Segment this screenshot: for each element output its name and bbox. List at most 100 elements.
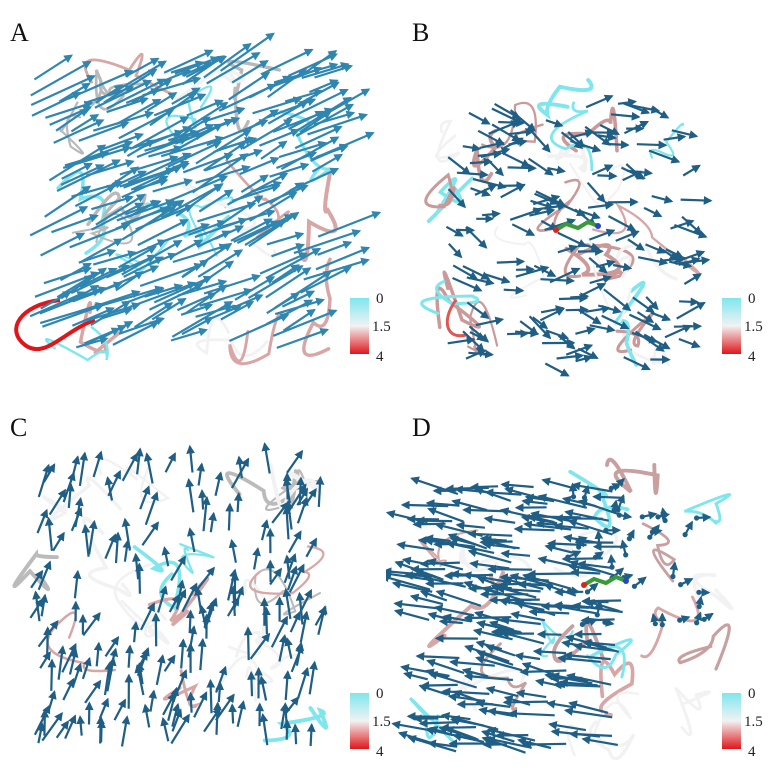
mode-vector-arrow	[603, 288, 632, 312]
mode-vector-arrow	[269, 567, 283, 586]
atom-dot	[662, 517, 668, 524]
mode-vector-group	[29, 32, 382, 349]
mode-vector-arrow	[138, 126, 192, 150]
mode-vector-arrow	[71, 179, 125, 198]
mode-vector-arrow	[627, 238, 645, 251]
scale-mid-label: 1.5	[744, 714, 763, 730]
mode-vector-arrow	[272, 309, 338, 337]
panel-a-color-scale: 0 1.5 4	[350, 292, 394, 372]
mode-vector-arrow	[201, 106, 246, 124]
mode-vector-arrow	[45, 100, 94, 119]
atom-dot	[570, 494, 577, 500]
mode-vector-arrow	[533, 264, 557, 277]
mode-vector-arrow	[495, 584, 541, 594]
mode-vector-arrow	[218, 83, 277, 112]
mode-vector-arrow	[243, 626, 253, 661]
scale-min-label: 0	[748, 686, 756, 702]
mode-vector-arrow	[537, 493, 588, 509]
mode-vector-arrow	[247, 670, 256, 697]
panel-b: B 0 1.5 4	[386, 0, 772, 384]
scale-min-label: 0	[376, 291, 384, 307]
mode-vector-arrow	[435, 589, 482, 607]
mode-vector-group	[565, 477, 714, 628]
mode-vector-arrow	[296, 476, 305, 506]
mode-vector-arrow	[186, 99, 224, 117]
mode-vector-arrow	[195, 129, 252, 165]
mode-vector-arrow	[401, 556, 427, 566]
mode-vector-arrow	[221, 209, 276, 228]
mode-vector-arrow	[93, 641, 103, 667]
mode-vector-arrow	[203, 42, 252, 79]
backbone-tube	[113, 562, 160, 638]
backbone-tube	[424, 172, 456, 209]
mode-vector-arrow	[62, 471, 76, 503]
mode-vector-arrow	[228, 313, 290, 343]
atom-dot	[652, 621, 658, 627]
mode-vector-arrow	[91, 194, 134, 211]
mode-vector-arrow	[463, 672, 513, 682]
mode-vector-arrow	[144, 283, 184, 298]
mode-vector-arrow	[507, 163, 537, 173]
mode-vector-arrow	[70, 264, 130, 295]
mode-vector-arrow	[89, 327, 121, 343]
mode-vector-arrow	[282, 505, 292, 540]
mode-vector-arrow	[509, 207, 543, 221]
mode-vector-arrow	[37, 560, 52, 591]
mode-vector-arrow	[121, 452, 139, 482]
mode-vector-arrow	[167, 129, 199, 142]
mode-vector-group	[386, 476, 626, 754]
mode-vector-arrow	[177, 279, 228, 297]
mode-vector-arrow	[247, 265, 304, 300]
mode-vector-arrow	[485, 685, 519, 698]
mode-vector-arrow	[65, 482, 75, 509]
atom-dot	[575, 537, 581, 544]
mode-vector-arrow	[419, 559, 460, 569]
atom-dot	[677, 617, 683, 623]
mode-vector-arrow	[118, 316, 165, 335]
mode-vector-arrow	[113, 531, 122, 564]
mode-vector-arrow	[135, 562, 144, 594]
mode-vector-arrow	[291, 723, 300, 745]
mode-vector-arrow	[197, 637, 207, 671]
mode-vector-arrow	[599, 124, 620, 136]
mode-vector-arrow	[636, 311, 655, 323]
mode-vector-arrow	[301, 61, 350, 79]
mode-vector-arrow	[556, 351, 585, 361]
panel-a-label: A	[10, 18, 29, 47]
mode-vector-arrow	[157, 585, 168, 613]
mode-vector-arrow	[129, 200, 160, 218]
mode-vector-arrow	[204, 148, 263, 172]
atom-dot	[623, 552, 629, 558]
panel-d: D 0 1.5 4	[386, 385, 772, 769]
mode-vector-arrow	[265, 247, 322, 280]
backbone-tube	[56, 170, 107, 255]
mode-vector-arrow	[297, 666, 310, 699]
mode-vector-arrow	[568, 700, 609, 714]
mode-vector-arrow	[536, 629, 562, 639]
mode-vector-arrow	[597, 132, 617, 142]
panel-c-structure	[12, 442, 329, 747]
mode-vector-arrow	[496, 257, 526, 267]
mode-vector-arrow	[55, 108, 89, 132]
mode-vector-arrow	[488, 120, 521, 135]
backbone-tube	[162, 669, 201, 709]
mode-vector-arrow	[315, 88, 371, 121]
ligand-molecule	[553, 219, 601, 233]
mode-vector-arrow	[468, 325, 490, 343]
mode-vector-arrow	[645, 243, 667, 254]
mode-vector-arrow	[171, 702, 181, 727]
backbone-tube	[420, 279, 480, 315]
mode-vector-arrow	[557, 231, 588, 248]
mode-vector-arrow	[523, 520, 572, 531]
mode-vector-arrow	[532, 316, 549, 330]
mode-vector-arrow	[622, 170, 643, 182]
mode-vector-arrow	[461, 667, 489, 678]
mode-vector-arrow	[42, 463, 56, 483]
mode-vector-arrow	[252, 96, 303, 115]
backbone-tube	[91, 69, 133, 106]
mode-vector-arrow	[428, 671, 478, 689]
scale-mid-label: 1.5	[372, 319, 391, 335]
mode-vector-arrow	[303, 257, 370, 281]
mode-vector-arrow	[477, 129, 505, 146]
mode-vector-arrow	[152, 178, 194, 193]
